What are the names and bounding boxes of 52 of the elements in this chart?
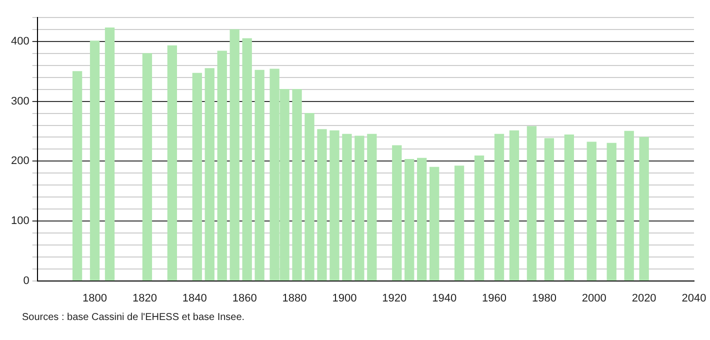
x-tick-label: 1980 — [532, 292, 556, 304]
bar — [304, 112, 314, 281]
bar — [404, 159, 414, 281]
x-tick-label: 2000 — [582, 292, 606, 304]
y-tick-label: 300 — [10, 95, 30, 108]
x-tick-label: 1860 — [232, 292, 257, 304]
bar — [72, 71, 82, 281]
x-tick-label: 1940 — [432, 292, 457, 304]
y-tick-label: 100 — [10, 215, 30, 228]
bar — [564, 134, 574, 281]
x-tick-label: 1800 — [82, 292, 108, 304]
bar — [192, 72, 202, 281]
bar — [526, 126, 537, 281]
x-tick-label: 1840 — [182, 292, 207, 304]
bar — [606, 142, 616, 281]
x-tick-label: 1880 — [282, 292, 307, 304]
bar — [417, 158, 427, 281]
y-tick-label: 0 — [23, 274, 30, 287]
bar — [142, 53, 152, 281]
bar — [104, 27, 115, 281]
bar — [217, 50, 227, 281]
x-tick-label: 2040 — [682, 292, 706, 304]
bar — [544, 138, 554, 281]
bar — [474, 155, 484, 281]
bar — [392, 145, 402, 281]
y-tick-label: 200 — [10, 155, 30, 168]
bar — [367, 134, 377, 281]
x-tick-label: 1920 — [382, 292, 407, 304]
x-tick-label: 1960 — [482, 292, 506, 304]
bar — [342, 134, 352, 281]
bar — [330, 130, 340, 281]
bar — [90, 40, 100, 281]
bar — [354, 136, 364, 281]
bar — [430, 166, 440, 281]
x-tick-label: 1820 — [132, 292, 157, 304]
y-tick-label: 400 — [10, 36, 30, 48]
bar — [292, 89, 302, 281]
x-tick-label: 2020 — [632, 292, 656, 304]
bar — [254, 70, 264, 281]
bar — [586, 142, 596, 281]
bar — [494, 134, 504, 281]
bar — [639, 136, 649, 281]
bar — [624, 130, 634, 281]
x-tick-label: 1900 — [332, 292, 357, 304]
bar — [317, 129, 327, 281]
bar — [204, 68, 214, 281]
bar — [167, 45, 178, 281]
bar — [230, 29, 240, 281]
bar — [454, 166, 464, 281]
bar — [509, 130, 520, 281]
source-note: Sources : base Cassini de l'EHESS et base Insee. — [22, 312, 246, 323]
bar — [242, 38, 252, 281]
